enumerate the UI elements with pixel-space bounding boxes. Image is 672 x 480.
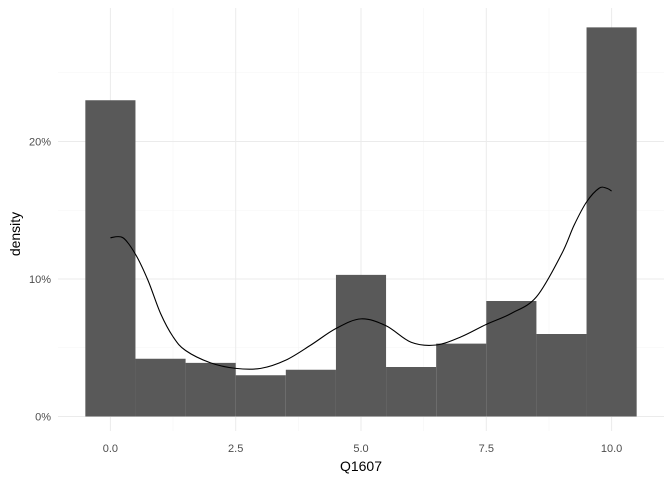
density-curve bbox=[110, 186, 612, 370]
histogram-bar bbox=[135, 358, 186, 417]
histogram-bar bbox=[185, 362, 236, 417]
histogram-bars bbox=[85, 27, 637, 417]
y-tick-label: 10% bbox=[29, 274, 51, 286]
y-axis-title: density bbox=[7, 212, 23, 256]
histogram-bar bbox=[85, 100, 136, 417]
histogram-bar bbox=[235, 375, 286, 417]
histogram-bar bbox=[486, 301, 537, 417]
histogram-bar bbox=[436, 343, 487, 417]
x-tick-label: 7.5 bbox=[479, 443, 494, 455]
x-tick-label: 2.5 bbox=[228, 443, 243, 455]
x-tick-label: 5.0 bbox=[353, 443, 368, 455]
x-axis-title: Q1607 bbox=[340, 458, 382, 474]
x-tick-label: 0.0 bbox=[103, 443, 118, 455]
histogram-bar bbox=[335, 274, 387, 417]
histogram-bar bbox=[285, 369, 336, 417]
histogram-bar bbox=[386, 367, 437, 417]
y-tick-label: 0% bbox=[35, 412, 51, 424]
x-axis-tick-labels: 0.0 2.5 5.0 7.5 10.0 bbox=[103, 443, 623, 455]
histogram-bar bbox=[586, 27, 637, 417]
y-tick-label: 20% bbox=[29, 137, 51, 149]
histogram-bar bbox=[536, 334, 587, 417]
x-tick-label: 10.0 bbox=[601, 443, 622, 455]
y-axis-tick-labels: 0% 10% 20% bbox=[29, 137, 51, 424]
